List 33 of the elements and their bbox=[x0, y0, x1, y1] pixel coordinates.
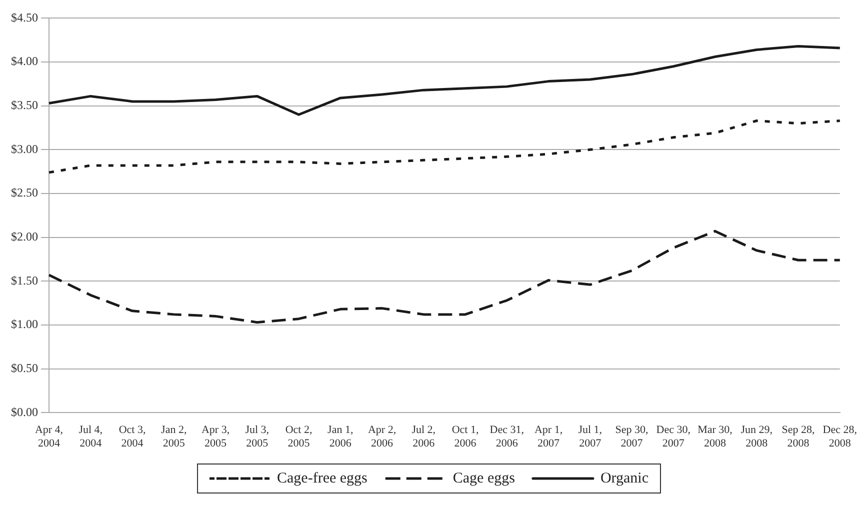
y-tick-label: $0.50 bbox=[11, 360, 38, 375]
legend-label: Cage-free eggs bbox=[277, 470, 368, 486]
y-tick-label: $3.00 bbox=[11, 142, 38, 156]
x-tick-label: Oct 3, 2004 bbox=[118, 424, 146, 450]
x-tick-label: Oct 2, 2005 bbox=[285, 424, 312, 450]
x-tick-label: Sep 30, 2007 bbox=[615, 424, 649, 450]
x-tick-label: Sep 28, 2008 bbox=[782, 424, 816, 450]
x-tick-label: Jun 29, 2008 bbox=[740, 424, 773, 450]
x-tick-label: Apr 2, 2006 bbox=[368, 424, 396, 450]
x-tick-label: Jul 3, 2005 bbox=[245, 424, 270, 450]
x-tick-label: Oct 1, 2006 bbox=[452, 424, 479, 450]
legend-label: Cage eggs bbox=[452, 470, 516, 486]
y-tick-label: $1.00 bbox=[11, 317, 38, 332]
y-tick-label: $3.50 bbox=[11, 98, 38, 112]
x-tick-label: Jul 4, 2004 bbox=[78, 424, 103, 450]
x-tick-label: Apr 4, 2004 bbox=[34, 424, 64, 450]
x-tick-label: Jul 1, 2007 bbox=[578, 424, 602, 450]
y-tick-label: $2.50 bbox=[11, 186, 38, 200]
x-tick-label: Apr 3, 2005 bbox=[201, 424, 230, 450]
x-tick-label: Dec 28, 2008 bbox=[822, 424, 858, 450]
x-tick-label: Apr 1, 2007 bbox=[534, 424, 563, 450]
y-tick-label: $2.00 bbox=[11, 229, 38, 244]
x-tick-label: Dec 31, 2006 bbox=[490, 424, 524, 450]
x-tick-label: Jul 2, 2006 bbox=[412, 424, 436, 450]
y-tick-label: $4.00 bbox=[11, 54, 38, 68]
y-tick-label: $4.50 bbox=[11, 10, 38, 24]
y-tick-label: $0.00 bbox=[11, 404, 38, 419]
x-tick-label: Dec 30, 2007 bbox=[656, 424, 691, 450]
x-tick-label: Jan 1, 2006 bbox=[328, 424, 354, 450]
x-tick-label: Mar 30, 2008 bbox=[698, 424, 733, 450]
y-tick-label: $1.50 bbox=[11, 273, 38, 288]
x-tick-label: Jan 2, 2005 bbox=[161, 424, 187, 450]
legend-label: Organic bbox=[600, 470, 649, 486]
